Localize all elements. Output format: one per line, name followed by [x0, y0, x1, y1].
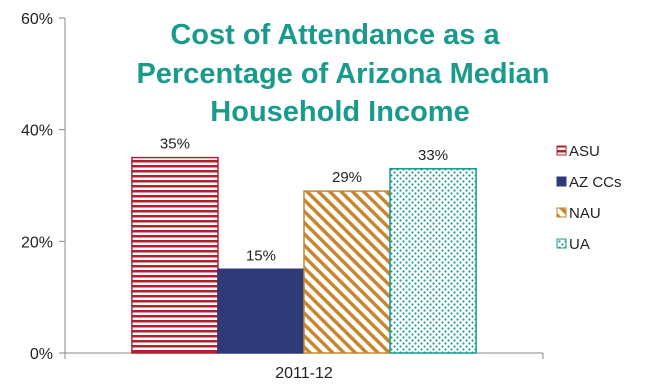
- legend-swatch-ua: [556, 238, 567, 249]
- legend-swatch-az-ccs: [556, 176, 567, 187]
- legend-swatch-asu: [556, 145, 567, 156]
- y-tick-label: 60%: [21, 11, 53, 28]
- legend-swatch-nau: [556, 207, 567, 218]
- y-axis: 0% 20% 40% 60%: [21, 11, 66, 363]
- y-tick-label: 0%: [30, 346, 53, 363]
- chart-title-line-1: Cost of Attendance as a: [170, 19, 500, 51]
- bar-az-ccs: [217, 268, 305, 354]
- legend-label-ua: UA: [569, 236, 590, 253]
- chart-title: Cost of Attendance as a Percentage of Ar…: [136, 19, 549, 128]
- data-label-ua: 33%: [418, 147, 448, 164]
- data-label-az-ccs: 15%: [246, 247, 276, 264]
- legend-label-az-ccs: AZ CCs: [569, 174, 622, 191]
- legend-label-nau: NAU: [569, 205, 601, 222]
- chart-title-line-2: Percentage of Arizona Median: [136, 58, 549, 90]
- data-labels: 35% 15% 29% 33%: [160, 136, 448, 265]
- legend-label-asu: ASU: [569, 143, 600, 160]
- data-label-nau: 29%: [332, 169, 362, 186]
- bar-ua: [389, 168, 477, 354]
- x-tick-label: 2011-12: [275, 365, 333, 382]
- bars: [131, 156, 477, 354]
- y-tick-label: 20%: [21, 234, 53, 251]
- legend: ASU AZ CCs NAU UA: [556, 143, 622, 253]
- data-label-asu: 35%: [160, 136, 190, 153]
- x-axis: 2011-12: [64, 352, 544, 382]
- bar-nau: [303, 190, 391, 354]
- y-tick-label: 40%: [21, 123, 53, 140]
- bar-asu: [131, 156, 219, 354]
- chart-title-line-3: Household Income: [210, 96, 469, 128]
